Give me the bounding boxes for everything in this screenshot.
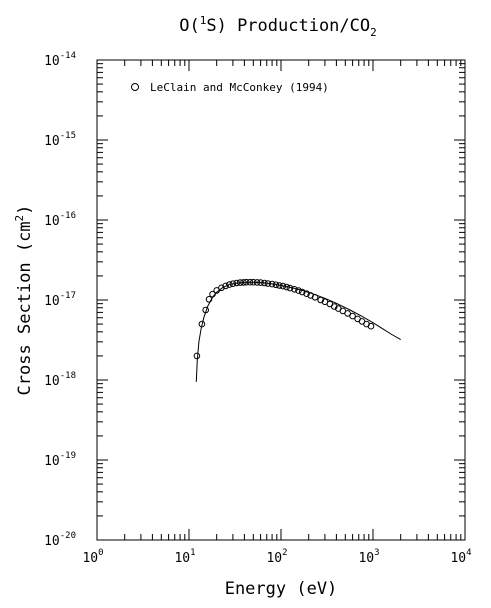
data-point xyxy=(222,282,229,290)
data-point xyxy=(311,294,319,301)
x-tick-label-exponent: 1 xyxy=(190,548,195,558)
y-tick-label-exponent: -18 xyxy=(60,371,76,381)
x-tick-label: 100 xyxy=(82,548,103,566)
data-point xyxy=(246,278,254,286)
data-point xyxy=(226,281,233,288)
chart-title-sub: 2 xyxy=(370,26,377,39)
y-tick-label-base: 10 xyxy=(44,134,60,149)
data-point xyxy=(253,279,261,286)
plot-area xyxy=(96,59,466,541)
model-curve-layer xyxy=(195,281,401,382)
y-tick-label: 10-16 xyxy=(44,211,76,229)
data-point xyxy=(202,306,209,314)
data-point xyxy=(229,280,237,288)
chart-title-rest: S) Production/CO xyxy=(206,16,370,36)
y-axis-label-sup: 2 xyxy=(13,215,26,222)
data-point xyxy=(264,280,272,287)
y-tick-label-base: 10 xyxy=(44,54,60,69)
y-tick-label: 10-18 xyxy=(44,371,76,389)
data-points-layer xyxy=(193,278,375,360)
x-tick-label-base: 10 xyxy=(358,551,374,566)
data-point xyxy=(298,288,306,296)
data-point xyxy=(236,279,244,286)
x-tick-label-base: 10 xyxy=(450,551,466,566)
data-point xyxy=(317,296,325,304)
x-tick-label: 102 xyxy=(266,548,287,566)
y-tick-label-base: 10 xyxy=(44,214,60,229)
data-point xyxy=(233,279,240,287)
x-axis-label: Energy (eV) xyxy=(225,579,338,599)
y-tick-label-exponent: -15 xyxy=(60,131,76,141)
y-tick-label-exponent: -14 xyxy=(60,51,76,61)
data-point xyxy=(279,282,287,290)
data-point xyxy=(240,279,247,286)
data-point xyxy=(286,284,294,292)
x-tick-label-exponent: 3 xyxy=(374,548,379,558)
data-point xyxy=(268,280,276,288)
y-tick-label-exponent: -20 xyxy=(60,531,76,541)
y-tick-label: 10-19 xyxy=(44,451,76,469)
data-point xyxy=(243,278,250,286)
chart-title-sup: 1 xyxy=(200,14,207,27)
legend: LeClain and McConkey (1994) xyxy=(131,81,329,94)
y-tick-label: 10-20 xyxy=(44,531,76,549)
chart-title-main: O( xyxy=(179,16,199,36)
data-point xyxy=(209,290,216,298)
x-tick-label: 104 xyxy=(450,548,471,566)
data-point xyxy=(367,322,375,330)
data-point xyxy=(261,279,268,287)
data-point xyxy=(205,296,213,303)
legend-marker xyxy=(131,83,139,91)
x-tick-label-base: 10 xyxy=(174,551,190,566)
x-tick-label: 101 xyxy=(174,548,195,566)
chart-title: O(1S) Production/CO2 xyxy=(179,14,377,39)
y-axis-label-end: ) xyxy=(15,205,35,215)
y-tick-label-base: 10 xyxy=(44,294,60,309)
data-point xyxy=(303,290,310,298)
data-point xyxy=(291,286,298,293)
y-axis-label-main: Cross Section (cm xyxy=(15,221,35,395)
y-tick-label-exponent: -17 xyxy=(60,291,76,301)
model-curve xyxy=(195,281,401,382)
x-tick-label: 103 xyxy=(358,548,379,566)
y-tick-label-base: 10 xyxy=(44,374,60,389)
data-point xyxy=(272,281,280,289)
x-tick-label-base: 10 xyxy=(266,551,282,566)
x-tick-label-exponent: 0 xyxy=(98,548,103,558)
y-tick-label: 10-15 xyxy=(44,131,76,149)
x-tick-labels: 100 101 102 103 104 xyxy=(82,548,471,566)
data-point xyxy=(193,352,201,360)
data-point xyxy=(344,310,351,317)
axis-ticks xyxy=(96,59,466,541)
x-tick-label-exponent: 4 xyxy=(466,548,471,558)
legend-label: LeClain and McConkey (1994) xyxy=(150,81,329,94)
data-point xyxy=(295,287,302,294)
y-tick-label: 10-14 xyxy=(44,51,76,69)
x-tick-label-exponent: 2 xyxy=(282,548,287,558)
y-tick-label-exponent: -19 xyxy=(60,451,76,461)
y-tick-label-base: 10 xyxy=(44,454,60,469)
data-point xyxy=(276,282,283,289)
y-axis-label: Cross Section (cm2) xyxy=(13,205,35,396)
data-point xyxy=(349,312,356,320)
data-point xyxy=(198,320,206,328)
data-point xyxy=(250,278,257,286)
y-tick-label: 10-17 xyxy=(44,291,76,309)
data-point xyxy=(283,283,290,291)
y-tick-label-base: 10 xyxy=(44,534,60,549)
data-point xyxy=(257,279,264,286)
data-point xyxy=(218,284,225,292)
plot-frame xyxy=(96,59,466,541)
y-tick-label-exponent: -16 xyxy=(60,211,76,221)
x-tick-label-base: 10 xyxy=(82,551,98,566)
